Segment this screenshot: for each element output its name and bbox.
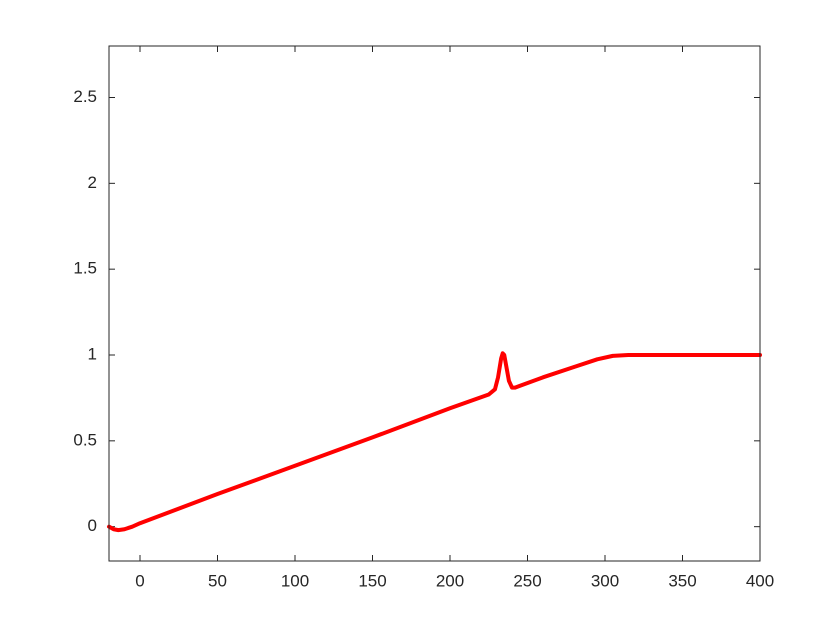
y-tick-label: 1	[88, 344, 97, 363]
x-tick-label: 350	[668, 571, 696, 590]
y-tick-label: 0.5	[73, 430, 97, 449]
y-tick-label: 2	[88, 173, 97, 192]
x-tick-label: 300	[591, 571, 619, 590]
y-tick-label: 2.5	[73, 87, 97, 106]
x-tick-label: 400	[746, 571, 774, 590]
data-line	[107, 351, 762, 533]
y-tick-label: 1.5	[73, 259, 97, 278]
axes-box	[108, 45, 761, 562]
x-tick-label: 100	[281, 571, 309, 590]
x-tick-label: 200	[436, 571, 464, 590]
x-tick-label: 0	[135, 571, 144, 590]
x-tick-label: 50	[208, 571, 227, 590]
plot-area	[109, 46, 760, 561]
x-tick-label: 250	[513, 571, 541, 590]
y-tick-label: 0	[88, 516, 97, 535]
x-tick-label: 150	[358, 571, 386, 590]
